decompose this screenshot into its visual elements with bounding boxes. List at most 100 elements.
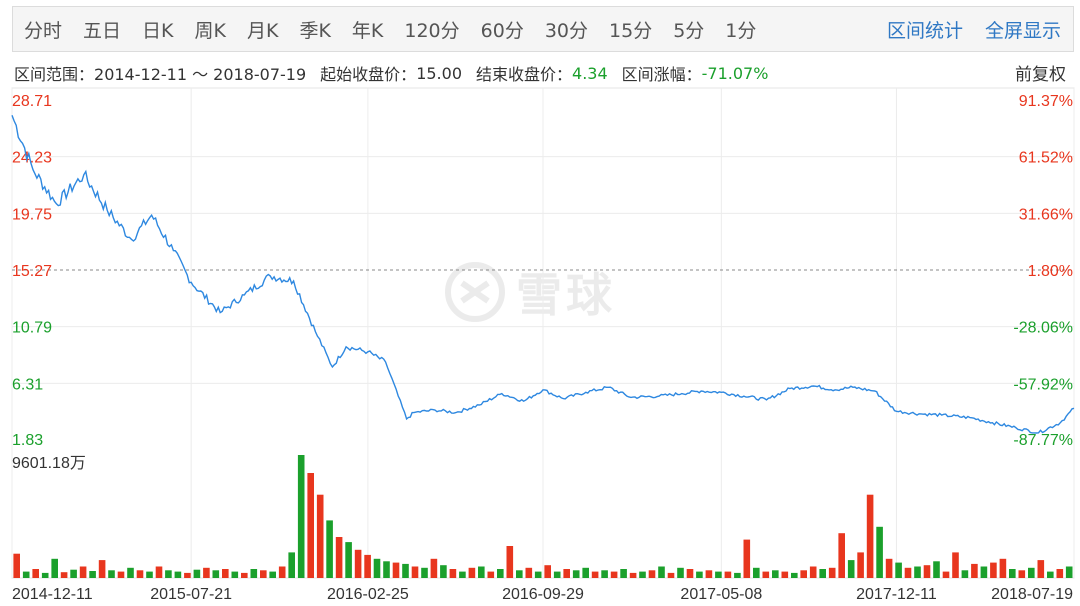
volume-bar [809,566,817,578]
period-tab[interactable]: 月K [246,19,279,42]
price-axis-label: 19.75 [12,206,52,223]
price-series-line[interactable] [11,115,1075,434]
volume-bar [791,572,798,578]
volume-bar [326,520,333,578]
range-value: 2014-12-11 ～ 2018-07-19 [94,65,307,84]
volume-bar [885,558,893,578]
volume-bar [753,567,760,578]
volume-bar [819,569,826,578]
x-axis-tick-label: 2017-12-11 [856,586,937,603]
volume-bar [497,569,504,578]
volume-bar [563,569,570,578]
volume-bar [411,566,419,578]
volume-bar [553,571,561,578]
period-tab[interactable]: 周K [194,19,226,42]
volume-bar [686,569,694,578]
period-tab[interactable]: 60分 [480,19,524,42]
volume-bar [487,571,495,578]
volume-bar [184,572,191,578]
volume-bar [857,552,864,578]
volume-bar [250,569,258,578]
volume-bar [22,571,30,578]
period-tab[interactable]: 120分 [404,19,460,42]
volume-bar [165,570,172,578]
volume-bar [620,569,627,578]
volume-bar [383,561,390,578]
period-tab[interactable]: 15分 [609,19,653,42]
percent-axis-label: -28.06% [1013,320,1073,337]
volume-bar [345,542,352,578]
volume-bar [402,563,409,578]
end-close-value: 4.34 [572,63,608,83]
volume-bar [269,571,276,578]
volume-bar [335,537,343,578]
volume-bar [971,563,978,578]
period-tab[interactable]: 日K [142,19,174,42]
volume-bar [373,558,381,578]
volume-bar [146,571,153,578]
period-tab[interactable]: 五日 [83,19,122,42]
volume-bar [155,566,163,578]
range-change-value: -71.07% [701,63,769,83]
volume-bar [762,571,770,578]
price-axis-label: 10.79 [12,320,52,337]
volume-bar [800,570,807,578]
volume-bar [667,572,675,578]
volume-bar [838,533,845,578]
price-axis-label: 28.71 [12,93,52,110]
chart-period-tabbar: 分时 五日 日K 周K 月K 季K 年K 120分 60分 30分 15分 5分 1分 区间统计 全屏显… [12,6,1074,52]
volume-bar [13,553,20,578]
volume-bar [41,572,49,578]
volume-bar [364,554,371,578]
price-axis-label: 1.83 [12,432,43,449]
volume-bar [734,572,741,578]
range-stats-button[interactable]: 区间统计 [886,19,963,42]
period-tab[interactable]: 5分 [673,19,705,42]
volume-bar [278,566,286,578]
x-axis-tick-label: 2017-05-08 [680,586,762,603]
volume-bar [1065,566,1073,578]
volume-bar [203,567,210,578]
volume-bar [980,566,988,578]
volume-bar [392,562,400,578]
volume-bar [307,473,314,578]
period-tab[interactable]: 30分 [544,19,589,42]
volume-max-label: 9601.18万 [12,455,86,472]
volume-bar [715,571,722,578]
period-tab[interactable]: 1分 [725,19,757,42]
percent-axis-label: 1.80% [1028,263,1073,280]
volume-bar [876,526,883,578]
x-axis-tick-label: 2015-07-21 [150,586,232,603]
volume-bar [117,571,125,578]
volume-bar [743,539,751,578]
volume-bar [1056,569,1064,578]
volume-bar [108,570,115,578]
volume-bar [316,494,324,578]
price-axis-label: 6.31 [12,376,43,393]
x-axis-tick-label: 2014-12-11 [12,586,93,603]
volume-bar [222,569,229,578]
volume-bar [478,566,485,578]
volume-bar [241,572,248,578]
volume-bar [297,455,305,578]
volume-bar [89,571,96,578]
volume-bar [942,571,950,578]
percent-axis-label: 91.37% [1019,93,1073,110]
volume-bar [212,570,220,578]
period-tab[interactable]: 年K [351,19,384,42]
x-axis-tick-label: 2018-07-19 [991,586,1073,603]
period-tab[interactable]: 季K [299,19,331,42]
volume-bar [601,570,608,578]
chart-actions: 区间统计 全屏显示 [865,16,1073,43]
volume-bar [895,562,902,578]
x-axis-tick-label: 2016-09-29 [502,586,584,603]
fullscreen-button[interactable]: 全屏显示 [984,19,1061,42]
volume-bar [772,570,779,578]
volume-bar [923,565,931,578]
period-tab[interactable]: 分时 [24,19,63,42]
adjust-mode-toggle[interactable]: 前复权 [1015,65,1066,85]
volume-bar [534,571,542,578]
volume-bar [1018,570,1026,578]
volume-bar [79,566,87,578]
